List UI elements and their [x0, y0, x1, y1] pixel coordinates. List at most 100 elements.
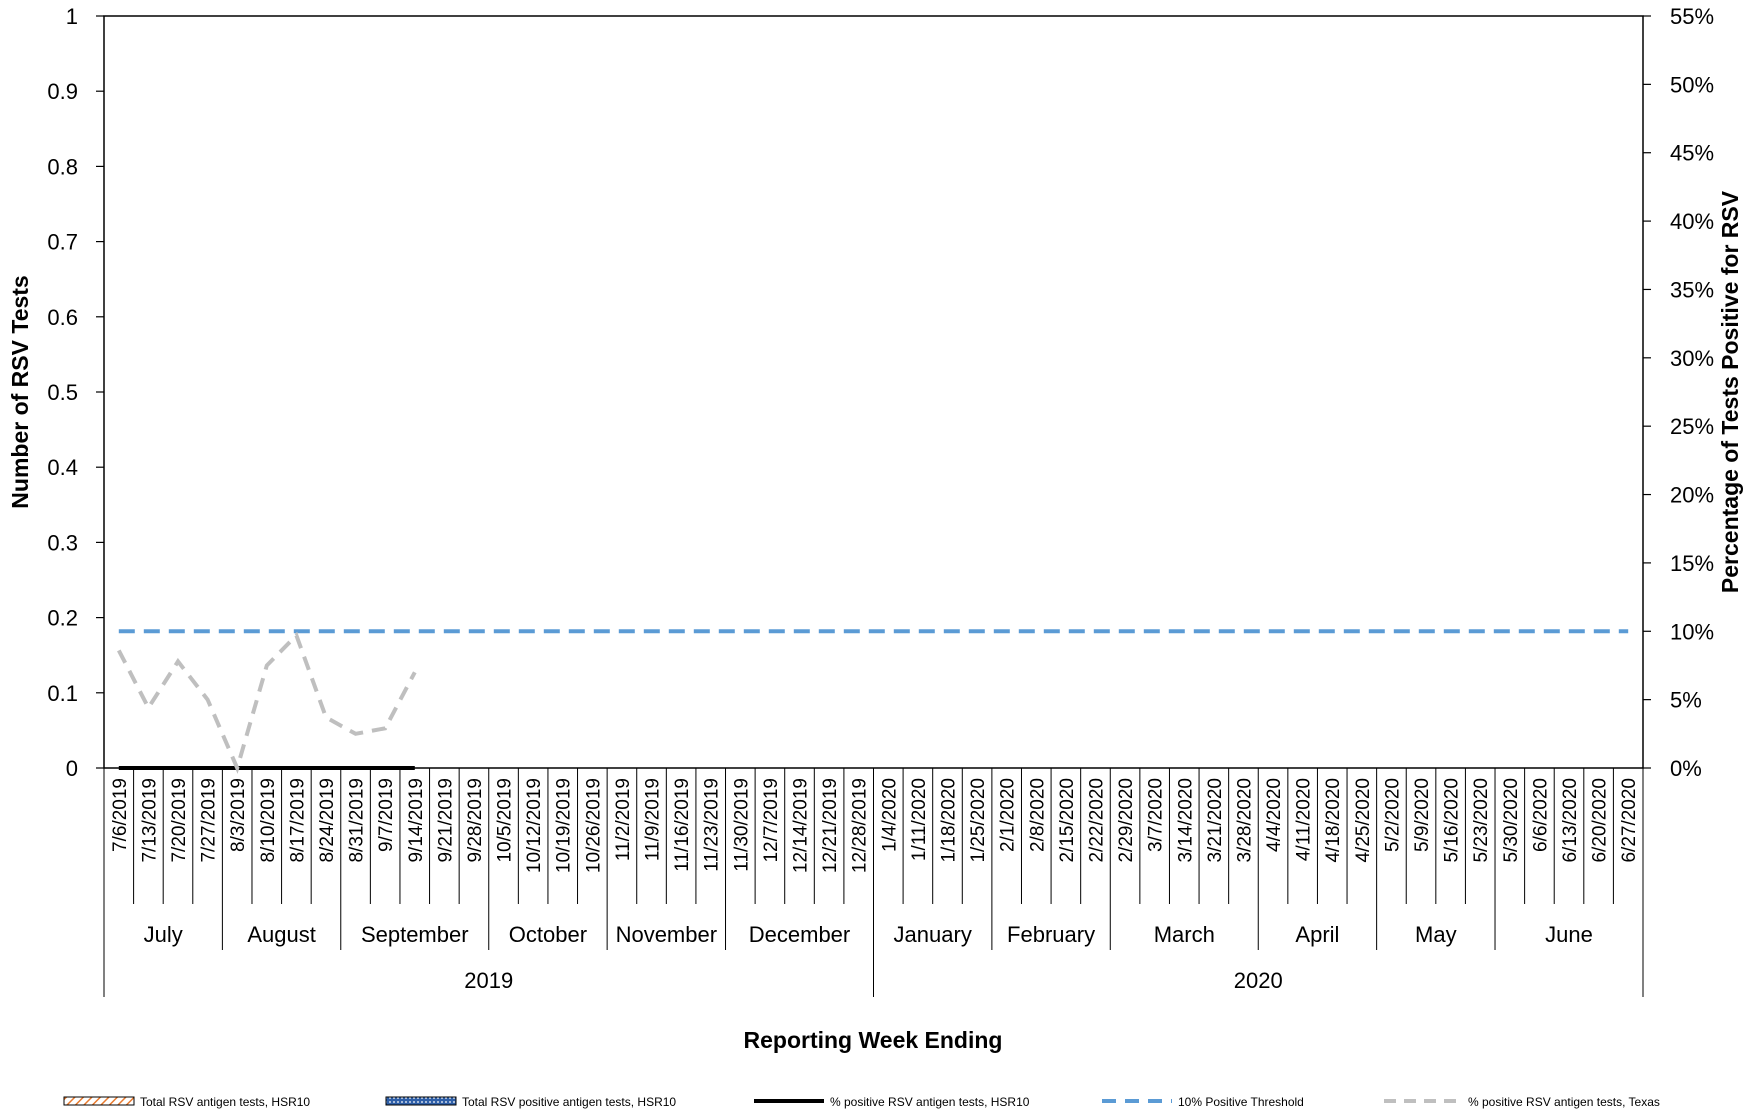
- left-tick-label: 0.4: [47, 455, 78, 480]
- date-tick-label: 6/20/2020: [1590, 778, 1611, 863]
- left-tick-label: 0.2: [47, 606, 78, 631]
- line-texas-percent-positive: [117, 631, 417, 774]
- month-label: April: [1295, 922, 1339, 947]
- left-tick-label: 0.9: [47, 79, 78, 104]
- month-label: December: [749, 922, 850, 947]
- year-label: 2019: [464, 968, 513, 993]
- date-tick-label: 2/15/2020: [1057, 778, 1078, 863]
- date-tick-label: 8/17/2019: [287, 778, 308, 863]
- date-tick-label: 10/12/2019: [524, 778, 545, 873]
- month-label: January: [894, 922, 972, 947]
- month-label: February: [1007, 922, 1095, 947]
- date-tick-label: 9/14/2019: [406, 778, 427, 863]
- date-tick-label: 10/26/2019: [583, 778, 604, 873]
- right-tick-label: 30%: [1670, 346, 1714, 371]
- year-label: 2020: [1234, 968, 1283, 993]
- legend-swatch: [385, 1096, 457, 1106]
- plot-area: [103, 15, 1644, 769]
- right-tick-label: 40%: [1670, 209, 1714, 234]
- date-tick-label: 5/16/2020: [1442, 778, 1463, 863]
- date-tick-label: 4/18/2020: [1323, 778, 1344, 863]
- date-tick-label: 4/25/2020: [1353, 778, 1374, 863]
- date-tick-label: 7/13/2019: [139, 778, 160, 863]
- right-tick-label: 10%: [1670, 619, 1714, 644]
- date-tick-label: 4/11/2020: [1294, 778, 1315, 861]
- left-tick-label: 0.8: [47, 154, 78, 179]
- right-axis: 0% 5% 10% 15% 20% 25% 30% 35% 40% 45% 50% 55%: [1643, 4, 1714, 781]
- legend-label: 10% Positive Threshold: [1178, 1095, 1304, 1109]
- month-label: October: [509, 922, 587, 947]
- legend-label: % positive RSV antigen tests, Texas: [1468, 1095, 1660, 1109]
- date-tick-label: 9/7/2019: [376, 778, 397, 852]
- date-tick-label: 12/21/2019: [820, 778, 841, 873]
- date-tick-label: 8/24/2019: [317, 778, 338, 863]
- date-tick-label: 11/2/2019: [613, 778, 634, 861]
- month-label: March: [1154, 922, 1215, 947]
- date-tick-label: 12/14/2019: [791, 778, 812, 873]
- date-tick-label: 10/5/2019: [495, 778, 516, 863]
- left-tick-label: 0.1: [47, 681, 78, 706]
- right-tick-label: 35%: [1670, 277, 1714, 302]
- date-tick-label: 3/21/2020: [1205, 778, 1226, 863]
- left-tick-label: 0.5: [47, 380, 78, 405]
- left-tick-label: 1: [66, 4, 78, 29]
- date-tick-label: 11/16/2019: [672, 778, 693, 872]
- date-tick-label: 12/28/2019: [850, 778, 871, 873]
- date-tick-label: 7/27/2019: [199, 778, 220, 863]
- date-tick-label: 5/23/2020: [1471, 778, 1492, 863]
- date-tick-label: 11/9/2019: [643, 778, 664, 861]
- date-tick-label: 1/18/2020: [938, 778, 959, 863]
- left-tick-label: 0.6: [47, 305, 78, 330]
- right-tick-label: 50%: [1670, 72, 1714, 97]
- date-tick-label: 1/11/2020: [909, 778, 930, 861]
- date-tick-label: 2/8/2020: [1027, 778, 1048, 852]
- right-tick-label: 45%: [1670, 141, 1714, 166]
- date-tick-label: 4/4/2020: [1264, 778, 1285, 852]
- date-tick-label: 9/21/2019: [435, 778, 456, 863]
- month-label: July: [144, 922, 183, 947]
- date-tick-label: 11/30/2019: [731, 778, 752, 872]
- date-tick-label: 9/28/2019: [465, 778, 486, 863]
- legend: Total RSV antigen tests, HSR10 Total RSV …: [63, 1095, 1660, 1109]
- date-tick-label: 12/7/2019: [761, 778, 782, 863]
- right-tick-label: 55%: [1670, 4, 1714, 29]
- x-axis: 7/6/2019 7/13/2019 7/20/2019 7/27/2019 8/3/2…: [103, 768, 1644, 997]
- legend-label: Total RSV antigen tests, HSR10: [140, 1095, 310, 1109]
- month-label: August: [247, 922, 316, 947]
- date-tick-label: 6/13/2020: [1560, 778, 1581, 863]
- date-tick-label: 3/28/2020: [1234, 778, 1255, 863]
- left-tick-label: 0: [66, 756, 78, 781]
- right-tick-label: 0%: [1670, 756, 1702, 781]
- date-tick-label: 5/9/2020: [1412, 778, 1433, 852]
- left-axis: 0 0.1 0.2 0.3 0.4 0.5 0.6 0.7 0.8 0.9 1: [47, 4, 104, 781]
- date-tick-label: 3/14/2020: [1175, 778, 1196, 863]
- x-axis-title: Reporting Week Ending: [744, 1027, 1003, 1053]
- right-tick-label: 5%: [1670, 688, 1702, 713]
- series-layer: [117, 629, 1629, 774]
- right-tick-label: 20%: [1670, 483, 1714, 508]
- date-tick-label: 8/3/2019: [228, 778, 249, 852]
- left-axis-title: Number of RSV Tests: [7, 275, 33, 508]
- date-tick-label: 2/29/2020: [1116, 778, 1137, 863]
- right-tick-label: 15%: [1670, 551, 1714, 576]
- month-label: May: [1415, 922, 1457, 947]
- date-tick-label: 6/27/2020: [1619, 778, 1640, 863]
- date-tick-label: 7/6/2019: [110, 778, 131, 852]
- date-tick-label: 8/10/2019: [258, 778, 279, 863]
- date-tick-label: 10/19/2019: [554, 778, 575, 873]
- date-tick-label: 8/31/2019: [347, 778, 368, 863]
- date-tick-label: 11/23/2019: [702, 778, 723, 872]
- right-axis-title: Percentage of Tests Positive for RSV: [1717, 190, 1743, 593]
- date-tick-label: 5/30/2020: [1501, 778, 1522, 863]
- legend-swatch: [63, 1096, 135, 1106]
- left-tick-label: 0.7: [47, 230, 78, 255]
- date-tick-label: 6/6/2020: [1530, 778, 1551, 852]
- month-label: September: [361, 922, 469, 947]
- right-tick-label: 25%: [1670, 414, 1714, 439]
- date-tick-label: 3/7/2020: [1146, 778, 1167, 852]
- left-tick-label: 0.3: [47, 530, 78, 555]
- month-label: November: [616, 922, 717, 947]
- legend-label: % positive RSV antigen tests, HSR10: [830, 1095, 1030, 1109]
- legend-label: Total RSV positive antigen tests, HSR10: [462, 1095, 676, 1109]
- date-tick-label: 2/22/2020: [1086, 778, 1107, 863]
